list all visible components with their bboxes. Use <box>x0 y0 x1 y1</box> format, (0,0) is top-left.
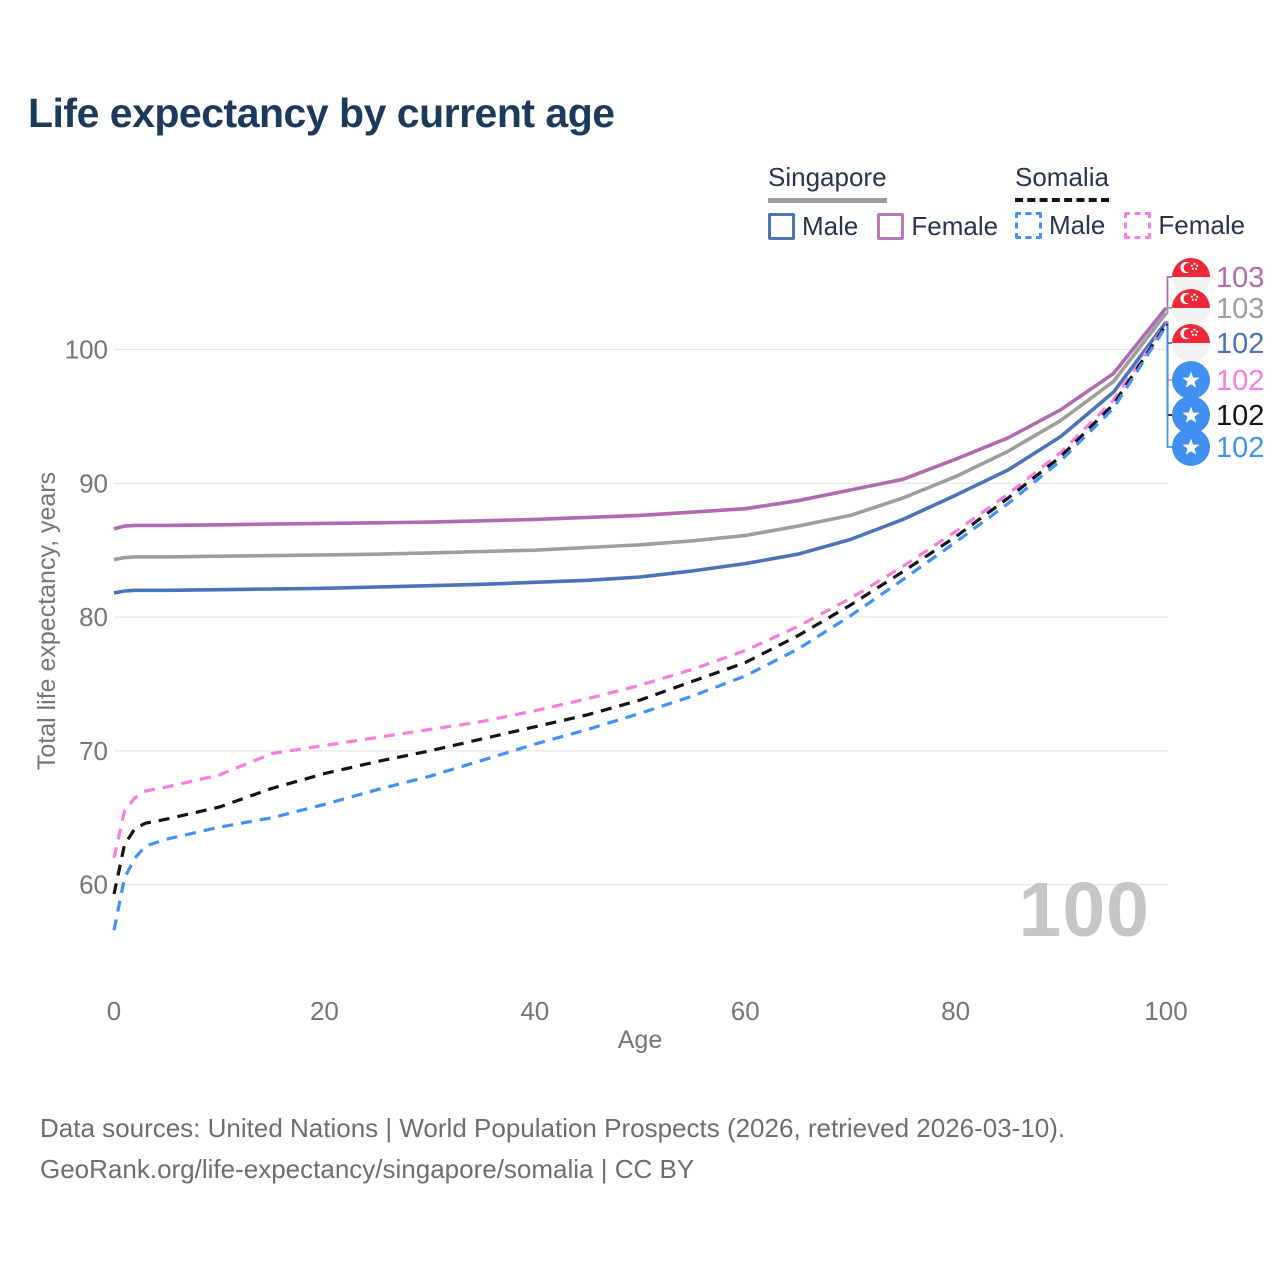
somalia-total-line[interactable] <box>112 323 1168 895</box>
x-tick-label: 100 <box>1144 996 1187 1026</box>
footer-attribution-link[interactable]: GeoRank.org/life-expectancy/singapore/so… <box>40 1154 695 1184</box>
end-label-connector <box>1166 307 1174 315</box>
singapore-flag-icon <box>1172 289 1210 327</box>
end-label-connector <box>1166 325 1174 448</box>
y-tick-label: 100 <box>65 335 108 365</box>
singapore-flag-icon <box>1172 258 1210 296</box>
legend-item-somalia-female: Female <box>1124 210 1245 241</box>
legend-country-singapore-label: Singapore <box>768 162 887 192</box>
footer-data-sources: Data sources: United Nations | World Pop… <box>40 1113 1066 1143</box>
series-end-value: 102 <box>1216 400 1264 432</box>
singapore-male-label: Male <box>802 211 859 241</box>
singapore-female-line[interactable] <box>113 306 1168 531</box>
legend-country-somalia-label: Somalia <box>1015 162 1109 192</box>
singapore-flag-icon <box>1172 324 1210 362</box>
somalia-flag-icon <box>1172 361 1210 399</box>
singapore-female-checkbox[interactable] <box>877 213 905 240</box>
footer: Data sources: United Nations | World Pop… <box>40 1108 1065 1190</box>
series-end-value: 102 <box>1216 432 1264 464</box>
x-tick-label: 40 <box>520 996 549 1026</box>
y-tick-label: 80 <box>79 602 108 632</box>
legend-item-somalia-male: Male <box>1015 210 1105 241</box>
series-end-value: 102 <box>1216 365 1264 397</box>
x-tick-label: 20 <box>310 996 339 1026</box>
legend-group-singapore: Singapore Male Female <box>768 162 998 242</box>
y-axis-title: Total life expectancy, years <box>33 471 61 771</box>
legend-group-somalia: Somalia Male Female <box>1015 162 1245 241</box>
x-tick-label: 80 <box>941 996 970 1026</box>
page-title: Life expectancy by current age <box>28 90 615 136</box>
somalia-flag-icon <box>1172 428 1210 466</box>
x-tick-label: 0 <box>107 996 121 1026</box>
legend-country-singapore[interactable]: Singapore <box>768 162 887 203</box>
legend-country-somalia[interactable]: Somalia <box>1015 162 1109 202</box>
singapore-female-label: Female <box>911 211 999 241</box>
somalia-female-checkbox[interactable] <box>1124 212 1152 239</box>
y-tick-label: 70 <box>79 736 108 766</box>
y-tick-label: 90 <box>79 468 108 498</box>
somalia-male-line[interactable] <box>112 325 1168 931</box>
singapore-male-checkbox[interactable] <box>768 213 795 240</box>
somalia-male-checkbox[interactable] <box>1015 212 1042 239</box>
legend-items-singapore: Male Female <box>768 211 998 242</box>
somalia-female-line[interactable] <box>112 322 1168 859</box>
somalia-female-label: Female <box>1158 210 1246 240</box>
somalia-male-label: Male <box>1049 210 1106 240</box>
singapore-total-line[interactable] <box>113 312 1168 562</box>
x-tick-label: 60 <box>731 996 760 1026</box>
series-end-value: 103 <box>1216 262 1264 294</box>
somalia-flag-icon <box>1172 396 1210 434</box>
legend-item-singapore-female: Female <box>877 211 998 242</box>
legend-items-somalia: Male Female <box>1015 210 1245 241</box>
series-end-value: 102 <box>1216 328 1264 360</box>
y-tick-label: 60 <box>79 870 108 900</box>
legend-item-singapore-male: Male <box>768 211 858 242</box>
series-end-value: 103 <box>1216 293 1264 325</box>
x-axis-title: Age <box>617 1026 663 1054</box>
singapore-male-line[interactable] <box>113 321 1168 595</box>
age-100-watermark: 100 <box>1018 867 1150 953</box>
